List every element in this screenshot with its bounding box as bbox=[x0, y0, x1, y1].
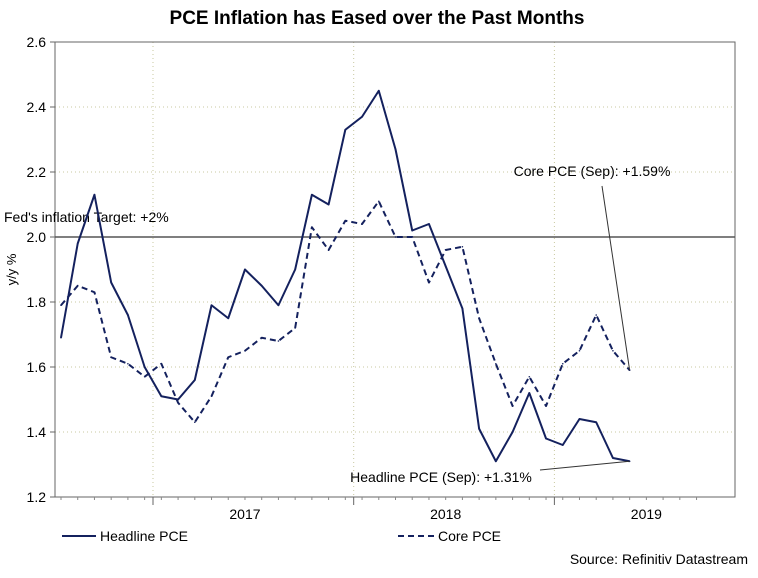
headline-pce-point bbox=[428, 223, 430, 225]
x-tick-label: 2019 bbox=[631, 506, 662, 522]
headline-pce-point bbox=[394, 148, 397, 151]
series-lines bbox=[60, 89, 631, 463]
chart-title: PCE Inflation has Eased over the Past Mo… bbox=[170, 8, 585, 29]
core-pce-point bbox=[344, 219, 347, 222]
core-pce-point bbox=[612, 349, 614, 352]
headline-pce-point bbox=[561, 444, 564, 446]
source-note: Source: Refinitiv Datastream bbox=[570, 551, 748, 567]
headline-pce-point bbox=[461, 307, 464, 310]
headline-pce-point bbox=[327, 203, 330, 206]
headline-pce-point bbox=[344, 128, 347, 131]
core-pce-annotation: Core PCE (Sep): +1.59% bbox=[514, 163, 671, 179]
core-pce-point bbox=[595, 314, 597, 316]
headline-pce-point bbox=[60, 336, 62, 339]
core-pce-point bbox=[311, 226, 313, 229]
headline-pce-point bbox=[143, 366, 146, 368]
core-pce-point bbox=[294, 327, 296, 329]
headline-pce-point bbox=[361, 115, 363, 118]
x-tick-label: 2018 bbox=[430, 506, 461, 522]
headline-pce-point bbox=[260, 284, 263, 287]
headline-pce-point bbox=[411, 229, 414, 232]
core-pce-point bbox=[194, 421, 196, 424]
headline-pce-line bbox=[60, 89, 630, 463]
core-pce-point bbox=[478, 317, 480, 320]
core-pce-point bbox=[561, 362, 564, 365]
core-pce-point bbox=[244, 349, 246, 352]
x-axis: 2017 2018 2019 bbox=[60, 497, 698, 522]
core-pce-point bbox=[377, 200, 380, 203]
headline-pce-point bbox=[595, 421, 597, 424]
headline-pce-point bbox=[294, 268, 296, 271]
headline-pce-annotation-leader bbox=[539, 460, 630, 471]
core-pce-point bbox=[110, 356, 112, 359]
y-tick-label: 2.2 bbox=[27, 164, 47, 180]
y-axis: 1.2 1.4 1.6 1.8 2.0 2.2 2.4 2.6 bbox=[27, 34, 55, 505]
core-pce-point bbox=[260, 336, 263, 339]
headline-pce-point bbox=[478, 427, 480, 430]
headline-pce-point bbox=[277, 304, 280, 307]
y-tick-label: 1.8 bbox=[27, 294, 47, 310]
core-pce-point bbox=[361, 223, 363, 225]
x-tick-label: 2017 bbox=[229, 506, 260, 522]
core-pce-point bbox=[177, 401, 179, 404]
core-pce-point bbox=[60, 304, 62, 307]
headline-pce-annotation: Headline PCE (Sep): +1.31% bbox=[350, 469, 532, 485]
headline-pce-point bbox=[578, 418, 581, 420]
legend-label-core-pce: Core PCE bbox=[438, 528, 501, 544]
headline-pce-point bbox=[511, 431, 514, 433]
headline-pce-point bbox=[227, 317, 230, 320]
core-pce-point bbox=[444, 249, 447, 251]
core-pce-line bbox=[60, 200, 631, 424]
headline-pce-point bbox=[244, 268, 246, 271]
y-axis-label: y/y % bbox=[4, 253, 19, 285]
headline-pce-point bbox=[76, 242, 79, 245]
headline-pce-point bbox=[311, 193, 313, 196]
core-pce-point bbox=[327, 249, 330, 251]
core-pce-annotation-leader bbox=[601, 185, 631, 371]
core-pce-point bbox=[143, 375, 146, 378]
headline-pce-point bbox=[495, 460, 497, 463]
headline-pce-point bbox=[612, 457, 614, 459]
core-pce-point bbox=[227, 356, 230, 359]
core-pce-point bbox=[277, 340, 280, 342]
plot-area-border bbox=[54, 41, 736, 498]
core-pce-point bbox=[428, 281, 430, 284]
y-tick-label: 2.4 bbox=[27, 99, 47, 115]
y-tick-label: 2.0 bbox=[27, 229, 47, 245]
core-pce-point bbox=[545, 405, 547, 407]
core-pce-point bbox=[411, 236, 414, 238]
core-pce-point bbox=[394, 236, 397, 238]
headline-pce-point bbox=[110, 281, 112, 284]
legend-label-headline-pce: Headline PCE bbox=[100, 528, 188, 544]
core-pce-point bbox=[93, 291, 96, 294]
core-pce-point bbox=[76, 284, 79, 287]
core-pce-point bbox=[511, 405, 514, 407]
core-pce-point bbox=[578, 349, 581, 352]
headline-pce-point bbox=[377, 89, 380, 92]
y-tick-label: 1.6 bbox=[27, 359, 47, 375]
headline-pce-point bbox=[545, 437, 547, 440]
core-pce-point bbox=[461, 245, 464, 248]
headline-pce-point bbox=[528, 392, 531, 394]
core-pce-point bbox=[127, 362, 129, 365]
legend: Headline PCE Core PCE bbox=[62, 528, 501, 544]
headline-pce-point bbox=[194, 379, 196, 381]
headline-pce-point bbox=[160, 395, 163, 398]
grid bbox=[55, 42, 735, 497]
headline-pce-point bbox=[93, 193, 96, 196]
headline-pce-point bbox=[210, 304, 213, 307]
core-pce-point bbox=[528, 375, 531, 378]
y-tick-label: 1.2 bbox=[27, 489, 47, 505]
y-tick-label: 2.6 bbox=[27, 34, 47, 50]
core-pce-point bbox=[210, 395, 213, 398]
core-pce-point bbox=[495, 362, 497, 365]
headline-pce-point bbox=[127, 314, 129, 316]
core-pce-point bbox=[160, 362, 163, 365]
y-tick-label: 1.4 bbox=[27, 424, 47, 440]
headline-pce-point bbox=[444, 265, 447, 268]
